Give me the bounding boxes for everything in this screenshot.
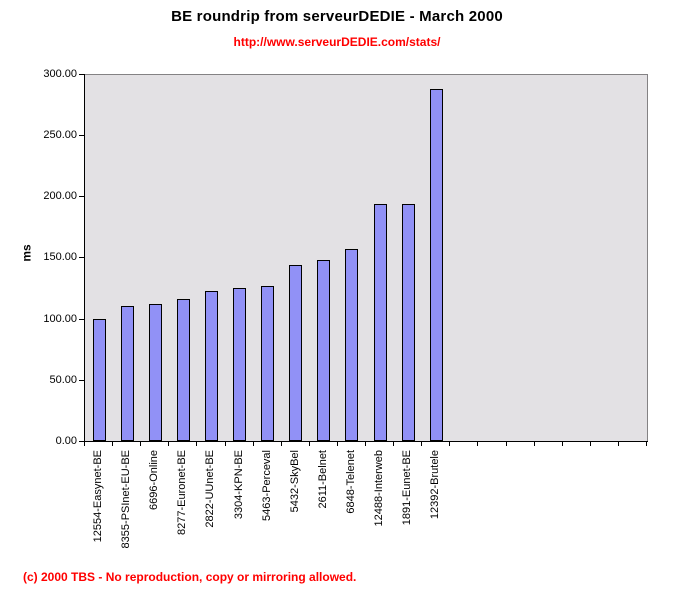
x-tick (421, 442, 422, 446)
x-tick (534, 442, 535, 446)
plot-border-top (84, 74, 648, 75)
x-tick (112, 442, 113, 446)
x-category-label: 12488-Interweb (373, 450, 385, 527)
y-tick-label: 100.00 (43, 313, 77, 325)
x-tick (477, 442, 478, 446)
x-category-label: 6848-Telenet (345, 450, 357, 514)
plot-area (85, 74, 647, 441)
x-category-label: 5463-Perceval (261, 450, 273, 521)
y-tick (79, 74, 85, 75)
x-tick (506, 442, 507, 446)
chart-title: BE roundrip from serveurDEDIE - March 20… (171, 8, 503, 25)
x-tick (225, 442, 226, 446)
x-tick (618, 442, 619, 446)
bar-2822-UUnet-BE (205, 291, 218, 441)
x-category-label: 8355-PSInet-EU-BE (120, 450, 132, 549)
y-tick (79, 319, 85, 320)
y-tick-label: 0.00 (55, 435, 77, 447)
x-category-label: 2611-Belnet (317, 450, 329, 509)
x-tick (281, 442, 282, 446)
bar-1891-Eunet-BE (402, 204, 415, 441)
bar-6848-Telenet (345, 249, 358, 441)
x-tick (337, 442, 338, 446)
y-tick (79, 380, 85, 381)
y-tick-label: 300.00 (43, 68, 77, 80)
x-category-label: 6696-Online (148, 450, 160, 510)
y-tick (79, 441, 85, 442)
y-tick (79, 135, 85, 136)
x-category-label: 12554-Easynet-BE (92, 450, 104, 543)
x-tick (646, 442, 647, 446)
bar-6696-Online (149, 304, 162, 441)
y-tick-label: 50.00 (49, 374, 77, 386)
y-tick-label: 250.00 (43, 129, 77, 141)
bar-8277-Euronet-BE (177, 299, 190, 441)
x-tick (196, 442, 197, 446)
x-tick (84, 442, 85, 446)
x-category-label: 2822-UUnet-BE (204, 450, 216, 528)
chart-subtitle-url: http://www.serveurDEDIE.com/stats/ (233, 35, 441, 49)
x-category-label: 3304-KPN-BE (233, 450, 245, 520)
x-tick (168, 442, 169, 446)
x-tick (449, 442, 450, 446)
plot-border-right (647, 74, 648, 442)
x-tick (562, 442, 563, 446)
bar-12392-Brutele (430, 89, 443, 441)
bar-12554-Easynet-BE (93, 319, 106, 441)
y-tick (79, 196, 85, 197)
x-tick (140, 442, 141, 446)
y-axis-line (84, 74, 85, 442)
bar-5432-SkyBel (289, 265, 302, 441)
bar-3304-KPN-BE (233, 288, 246, 441)
x-tick (590, 442, 591, 446)
y-tick-label: 200.00 (43, 190, 77, 202)
x-category-label: 12392-Brutele (429, 450, 441, 520)
bar-2611-Belnet (317, 260, 330, 441)
bar-8355-PSInet-EU-BE (121, 306, 134, 441)
x-axis-line (84, 441, 648, 442)
x-tick (253, 442, 254, 446)
x-tick (365, 442, 366, 446)
x-category-label: 1891-Eunet-BE (401, 450, 413, 526)
y-tick (79, 257, 85, 258)
x-tick (309, 442, 310, 446)
y-tick-label: 150.00 (43, 251, 77, 263)
x-category-label: 8277-Euronet-BE (176, 450, 188, 535)
bar-12488-Interweb (374, 204, 387, 441)
x-category-label: 5432-SkyBel (289, 450, 301, 513)
bar-5463-Perceval (261, 286, 274, 441)
footer-copyright: (c) 2000 TBS - No reproduction, copy or … (23, 570, 357, 584)
x-tick (393, 442, 394, 446)
